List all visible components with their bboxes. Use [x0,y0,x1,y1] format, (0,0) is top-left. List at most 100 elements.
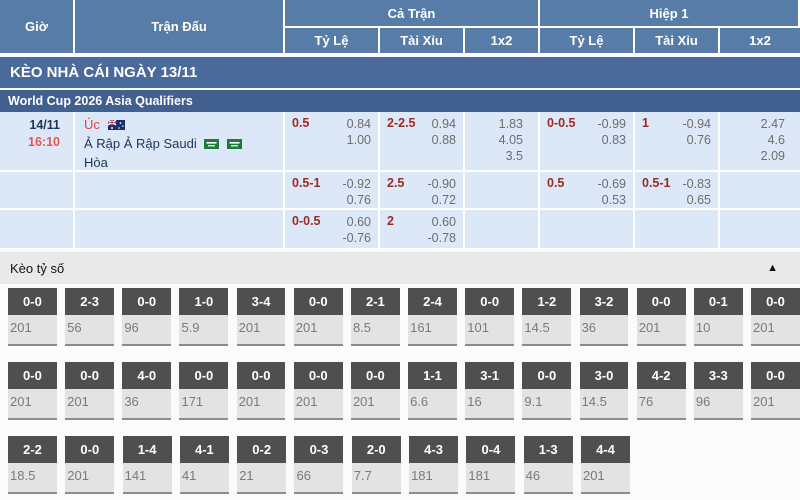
score-odds-cell[interactable]: 0-2 21 [237,436,287,494]
odds-value[interactable]: 0.72 [431,193,456,207]
score-odds-cell[interactable]: 2-2 18.5 [8,436,57,494]
away-team-row: Ả Rập Ả Rập Saudi [84,135,283,154]
score-odds-cell[interactable]: 0-0 96 [122,288,172,346]
score-odds-cell[interactable]: 1-3 46 [523,436,573,494]
score-odds-cell[interactable]: 0-0 201 [636,288,686,346]
score-odds-cell[interactable]: 0-0 201 [293,288,343,346]
score-odds-cell[interactable]: 4-2 76 [636,362,686,420]
score-odds-cell[interactable]: 2-0 7.7 [351,436,401,494]
score-odds-cell[interactable]: 1-2 14.5 [522,288,572,346]
score-odds-value: 161 [408,315,457,346]
score-odds-cell[interactable]: 4-1 41 [179,436,229,494]
score-label: 4-3 [409,436,459,463]
score-odds-cell[interactable]: 0-1 10 [693,288,743,346]
col-header-match: Trận Đấu [75,0,285,55]
score-odds-cell[interactable]: 0-0 201 [65,362,115,420]
odds-value[interactable]: 0.76 [346,193,371,207]
score-odds-cell[interactable]: 0-0 201 [293,362,343,420]
score-odds-cell[interactable]: 0-0 201 [236,362,286,420]
score-odds-cell[interactable]: 0-0 201 [8,362,57,420]
score-odds-cell[interactable]: 0-0 201 [751,362,800,420]
score-odds-cell[interactable]: 0-0 9.1 [522,362,572,420]
odds-value[interactable]: -0.94 [682,117,712,131]
odds-value[interactable]: -0.76 [342,231,372,245]
score-odds-cell[interactable]: 0-0 101 [465,288,515,346]
odds-value[interactable]: 4.05 [498,133,523,147]
odds-value[interactable]: 4.6 [767,133,785,147]
score-odds-cell[interactable]: 0-0 201 [751,288,800,346]
score-odds-cell[interactable]: 0-0 201 [350,362,400,420]
odds-value[interactable]: 2.09 [760,149,785,163]
odds-value[interactable]: 2.47 [760,117,785,131]
score-odds-cell[interactable]: 3-2 36 [579,288,629,346]
ft-over-under-cell[interactable]: 2-2.5 0.94 0.88 [380,112,465,172]
ft-over-under-cell[interactable]: 2.5 -0.90 0.72 [380,172,465,210]
score-odds-cell[interactable]: 3-1 16 [465,362,515,420]
odds-value[interactable]: -0.99 [597,117,627,131]
score-section-header[interactable]: Kèo tỷ số ▲ [0,252,800,284]
collapse-arrow-icon[interactable]: ▲ [767,262,778,274]
score-odds-cell[interactable]: 1-4 141 [122,436,172,494]
score-label: 4-4 [580,436,630,463]
odds-value[interactable]: 0.88 [431,133,456,147]
score-odds-value: 201 [751,315,800,346]
score-odds-cell[interactable]: 4-4 201 [580,436,630,494]
ft-1x2-cell[interactable]: 1.83 4.05 3.5 [465,112,540,172]
score-odds-cell[interactable]: 3-4 201 [236,288,286,346]
odds-value[interactable]: 0.65 [686,193,711,207]
score-odds-cell[interactable]: 2-3 56 [65,288,115,346]
score-odds-value: 16 [465,389,515,420]
h1-handicap-cell[interactable]: 0-0.5 -0.99 0.83 [540,112,635,172]
h1-handicap-cell[interactable]: 0.5 -0.69 0.53 [540,172,635,210]
odds-value[interactable]: -0.83 [682,177,712,191]
odds-value[interactable]: 1.83 [498,117,523,131]
score-odds-value: 181 [409,463,459,494]
score-odds-value: 96 [122,315,172,346]
score-odds-value: 14.5 [522,315,572,346]
odds-value[interactable]: 0.60 [431,215,456,229]
h1-over-under-cell[interactable]: 0.5-1 -0.83 0.65 [635,172,720,210]
odds-value[interactable]: -0.78 [427,231,457,245]
score-odds-cell[interactable]: 0-0 201 [8,288,57,346]
odds-value[interactable]: -0.90 [427,177,457,191]
score-odds-cell[interactable]: 0-4 181 [466,436,516,494]
score-odds-value: 201 [350,389,400,420]
score-odds-cell[interactable]: 0-0 201 [65,436,115,494]
ft-handicap-cell[interactable]: 0.5 0.84 1.00 [285,112,380,172]
odds-value[interactable]: 1.00 [346,133,371,147]
handicap-line: 0.5-1 [292,176,321,190]
score-label: 0-4 [466,436,516,463]
score-odds-cell[interactable]: 0-3 66 [294,436,344,494]
score-odds-cell[interactable]: 4-3 181 [409,436,459,494]
odds-row-alt-2: 0-0.5 0.60 -0.76 2 0.60 -0.78 [0,210,800,250]
odds-value[interactable]: 3.5 [505,149,523,163]
away-team-name[interactable]: Ả Rập Ả Rập Saudi [84,136,197,151]
league-bar[interactable]: World Cup 2026 Asia Qualifiers [0,90,800,112]
score-odds-cell[interactable]: 3-0 14.5 [579,362,629,420]
odds-value[interactable]: 0.84 [346,117,371,131]
odds-row-main: 14/11 16:10 Úc Ả Rập Ả Rập Saudi Hòa 0.5… [0,112,800,172]
score-label: 0-0 [350,362,400,389]
score-odds-cell[interactable]: 0-0 171 [179,362,229,420]
score-odds-cell[interactable]: 2-1 8.5 [350,288,400,346]
odds-value[interactable]: 0.60 [346,215,371,229]
h1-over-under-cell[interactable]: 1 -0.94 0.76 [635,112,720,172]
match-teams-cell[interactable]: Úc Ả Rập Ả Rập Saudi Hòa [75,112,285,172]
score-odds-cell[interactable]: 3-3 96 [693,362,743,420]
h1-1x2-cell[interactable]: 2.47 4.6 2.09 [720,112,800,172]
odds-value[interactable]: -0.69 [597,177,627,191]
odds-value[interactable]: 0.53 [601,193,626,207]
odds-value[interactable]: -0.92 [342,177,372,191]
ft-handicap-cell[interactable]: 0-0.5 0.60 -0.76 [285,210,380,250]
odds-value[interactable]: 0.94 [431,117,456,131]
odds-value[interactable]: 0.76 [686,133,711,147]
ft-over-under-cell[interactable]: 2 0.60 -0.78 [380,210,465,250]
score-odds-cell[interactable]: 1-1 6.6 [408,362,457,420]
score-odds-cell[interactable]: 1-0 5.9 [179,288,229,346]
score-odds-cell[interactable]: 4-0 36 [122,362,172,420]
odds-value[interactable]: 0.83 [601,133,626,147]
score-odds-cell[interactable]: 2-4 161 [408,288,457,346]
ft-handicap-cell[interactable]: 0.5-1 -0.92 0.76 [285,172,380,210]
home-team-name[interactable]: Úc [84,117,100,132]
